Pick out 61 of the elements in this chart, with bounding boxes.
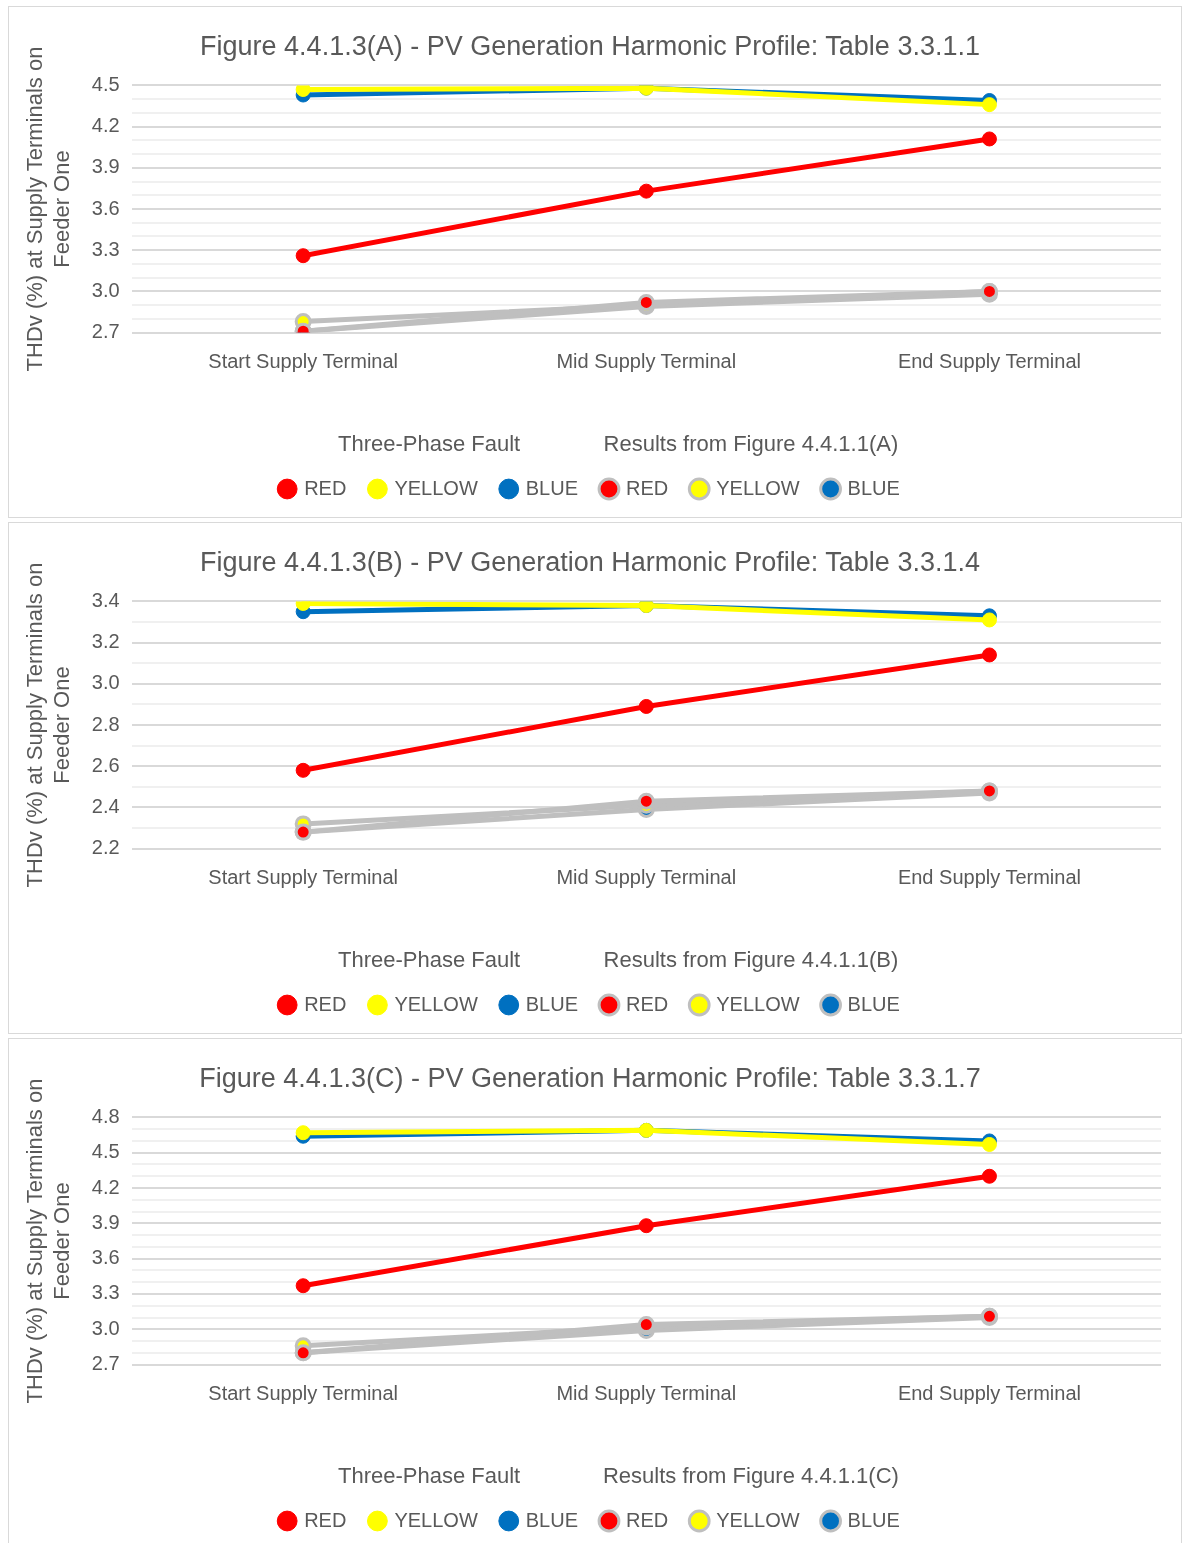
y-tick-label: 4.5 (91, 1140, 120, 1163)
legend-label: RED (626, 1508, 669, 1531)
legend-label: BLUE (525, 476, 578, 499)
y-tick-label: 3.0 (91, 1316, 120, 1339)
y-tick-label: 3.3 (91, 1281, 120, 1304)
text: Results from Figure 4.4.1.1(C) (602, 1463, 899, 1488)
y-tick-label: 4.2 (91, 114, 120, 137)
x-tick-label: Mid Supply Terminal (556, 1382, 737, 1405)
y-tick-label: 3.9 (91, 155, 120, 178)
y-tick-label: 3.2 (91, 630, 120, 653)
legend-label: BLUE (847, 476, 900, 499)
x-tick-label: End Supply Terminal (897, 866, 1081, 889)
y-tick-label: 2.4 (91, 794, 120, 817)
legend-label: RED (304, 1508, 347, 1531)
text: Results from Figure 4.4.1.1(A) (603, 431, 899, 456)
x-tick-label: End Supply Terminal (897, 350, 1081, 373)
y-tick-label: 4.8 (91, 1104, 120, 1127)
legend-label: YELLOW (716, 992, 800, 1015)
y-tick-label: 2.7 (91, 1352, 120, 1375)
legend-label: YELLOW (394, 1508, 478, 1531)
x-tick-label: Mid Supply Terminal (556, 866, 737, 889)
y-tick-label: 2.8 (91, 712, 120, 735)
text: Results from Figure 4.4.1.1(B) (603, 947, 899, 972)
x-tick-label: Start Supply Terminal (208, 866, 399, 889)
y-tick-label: 4.5 (91, 72, 120, 95)
chart-title: Figure 4.4.1.3(B) - PV Generation Harmonic Profile: Table 3.3.1.4 (200, 546, 980, 577)
y-tick-label: 4.2 (91, 1175, 120, 1198)
x-tick-label: Start Supply Terminal (208, 350, 399, 373)
text: Three-Phase Fault (337, 1463, 521, 1488)
y-tick-label: 3.0 (91, 278, 120, 301)
text: Three-Phase Fault (337, 431, 521, 456)
legend-label: YELLOW (716, 1508, 800, 1531)
y-axis-title: THDv (%) at Supply Terminals on Feeder One (22, 46, 74, 372)
y-tick-label: 2.2 (91, 836, 120, 859)
y-tick-label: 3.6 (91, 196, 120, 219)
legend-label: BLUE (525, 992, 578, 1015)
x-tick-label: End Supply Terminal (897, 1382, 1081, 1405)
y-tick-label: 3.6 (91, 1246, 120, 1269)
chart-title: Figure 4.4.1.3(A) - PV Generation Harmonic Profile: Table 3.3.1.1 (200, 30, 980, 61)
legend-label: RED (304, 476, 347, 499)
y-tick-label: 2.7 (91, 320, 120, 343)
text: Three-Phase Fault (337, 947, 521, 972)
y-tick-label: 3.0 (91, 671, 120, 694)
y-axis-title: THDv (%) at Supply Terminals on Feeder One (22, 1078, 74, 1404)
x-tick-label: Start Supply Terminal (208, 1382, 399, 1405)
x-tick-label: Mid Supply Terminal (556, 350, 737, 373)
legend-label: RED (626, 992, 669, 1015)
y-axis-title: THDv (%) at Supply Terminals on Feeder One (22, 562, 74, 888)
chart-title: Figure 4.4.1.3(C) - PV Generation Harmonic Profile: Table 3.3.1.7 (199, 1062, 981, 1093)
legend-label: YELLOW (394, 476, 478, 499)
legend-label: YELLOW (716, 476, 800, 499)
y-tick-label: 2.6 (91, 753, 120, 776)
legend-label: BLUE (847, 1508, 900, 1531)
legend-label: YELLOW (394, 992, 478, 1015)
legend-label: RED (304, 992, 347, 1015)
y-tick-label: 3.9 (91, 1210, 120, 1233)
legend-label: BLUE (525, 1508, 578, 1531)
legend-label: BLUE (847, 992, 900, 1015)
y-tick-label: 3.3 (91, 237, 120, 260)
legend-label: RED (626, 476, 669, 499)
y-tick-label: 3.4 (91, 588, 120, 611)
